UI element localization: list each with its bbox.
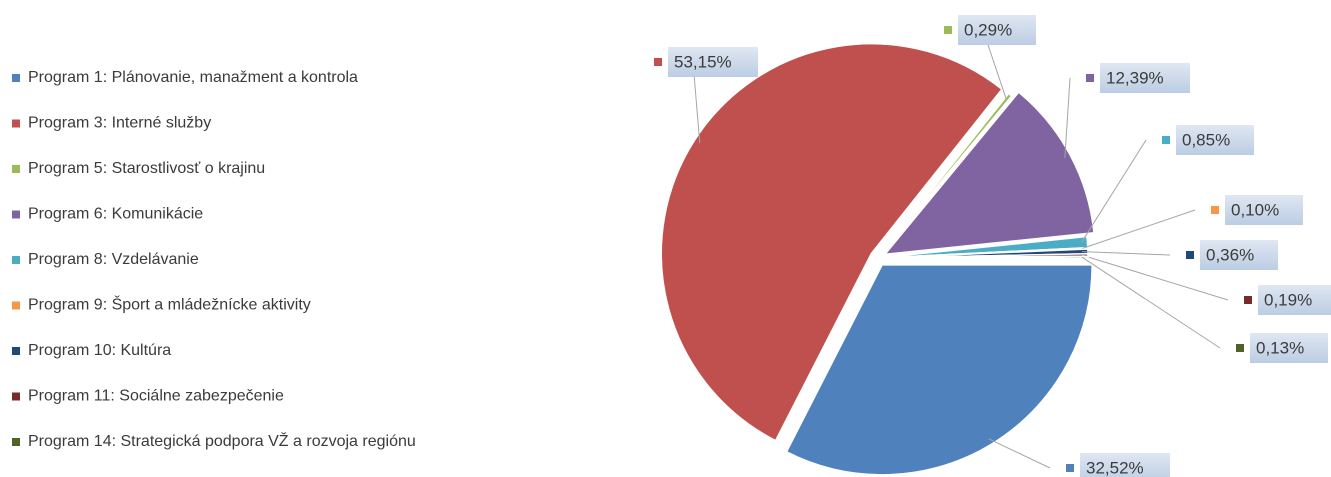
pie-slice (785, 264, 1093, 476)
pie-slice (883, 91, 1095, 256)
legend-swatch (12, 347, 20, 355)
legend-swatch (12, 210, 20, 219)
data-label: 0,13% (1256, 338, 1304, 357)
legend-swatch (12, 74, 20, 82)
label-swatch (1211, 206, 1219, 214)
legend-label: Program 9: Šport a mládežnícke aktivity (28, 295, 311, 314)
legend-label: Program 11: Sociálne zabezpečenie (28, 388, 284, 405)
label-box (1100, 63, 1190, 93)
data-label: 12,39% (1106, 68, 1164, 87)
legend-swatch (12, 119, 20, 128)
leader-line (1081, 254, 1229, 301)
leader-line (988, 438, 1051, 469)
label-box (1225, 195, 1303, 225)
legend-swatch (12, 392, 20, 401)
label-box (958, 15, 1036, 45)
data-label: 0,19% (1264, 290, 1312, 309)
pie-slice (877, 92, 1013, 259)
label-box (1080, 453, 1170, 477)
legend-label: Program 1: Plánovanie, manažment a kontr… (28, 69, 358, 86)
leader-line (1081, 256, 1221, 349)
label-swatch (944, 26, 952, 34)
label-swatch (1066, 464, 1074, 472)
legend-swatch (12, 438, 20, 446)
leader-line (1081, 251, 1171, 256)
legend-label: Program 8: Vzdelávanie (28, 251, 199, 268)
legend-label: Program 10: Kultúra (28, 342, 171, 359)
label-swatch (654, 58, 662, 66)
label-box (1176, 125, 1254, 155)
label-swatch (1162, 136, 1170, 144)
leader-line (1064, 77, 1071, 158)
label-swatch (1086, 74, 1094, 82)
pie-slice (877, 255, 1089, 259)
label-swatch (1244, 296, 1252, 304)
legend-swatch (12, 301, 20, 310)
data-label: 32,52% (1086, 458, 1144, 477)
legend-label: Program 3: Interné služby (28, 115, 211, 132)
label-box (1200, 240, 1278, 270)
data-label: 0,10% (1231, 200, 1279, 219)
data-label: 0,36% (1206, 245, 1254, 264)
pie-slice (660, 42, 1003, 442)
label-swatch (1186, 251, 1194, 259)
legend-label: Program 5: Starostlivosť o krajinu (28, 160, 265, 177)
label-swatch (1236, 344, 1244, 352)
label-box (1258, 285, 1331, 315)
legend-label: Program 14: Strategická podpora VŽ a roz… (28, 431, 416, 450)
data-label: 53,15% (674, 52, 732, 71)
label-box (1250, 333, 1328, 363)
leader-line (1081, 209, 1196, 250)
legend-label: Program 6: Komunikácie (28, 206, 203, 223)
legend-swatch (12, 256, 20, 264)
label-box (668, 47, 758, 77)
data-label: 0,29% (964, 20, 1012, 39)
data-label: 0,85% (1182, 130, 1230, 149)
leader-line (1080, 139, 1147, 243)
legend-swatch (12, 165, 20, 173)
